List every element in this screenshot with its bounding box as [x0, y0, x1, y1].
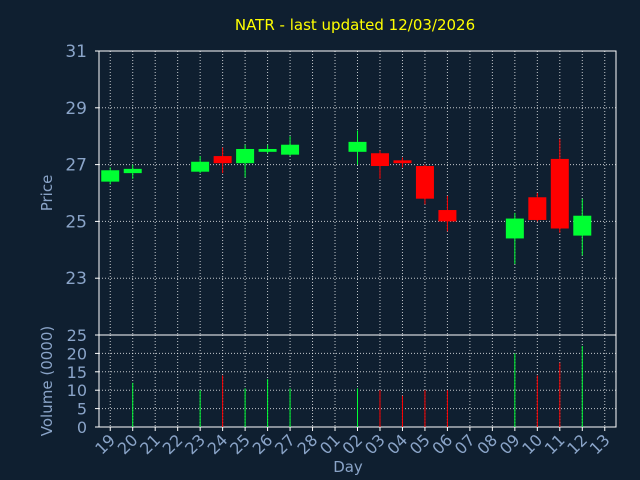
- candle-body: [191, 161, 210, 172]
- price-y-ticks: 31 29 27 25 23: [65, 42, 99, 289]
- candle-body: [236, 148, 255, 164]
- candle-09: [505, 212, 524, 264]
- candle-body: [370, 153, 389, 167]
- candle-02: [348, 130, 367, 165]
- x-axis-label: Day: [333, 458, 363, 476]
- volume-tick-label: 20: [67, 344, 87, 363]
- candle-19: [101, 167, 120, 185]
- candle-25: [236, 144, 255, 178]
- candle-body: [393, 160, 412, 164]
- volume-axis-label: Volume (0000): [38, 326, 56, 436]
- candle-body: [348, 141, 367, 152]
- candle-body: [281, 144, 300, 155]
- price-tick-label: 29: [65, 99, 87, 119]
- candle-body: [213, 156, 232, 164]
- price-panel: 31 29 27 25 23 Price: [38, 42, 617, 336]
- volume-bars: [132, 346, 583, 427]
- candle-05: [415, 164, 434, 205]
- candle-11: [550, 139, 569, 233]
- candle-24: [213, 147, 232, 174]
- price-tick-label: 31: [65, 42, 87, 62]
- volume-tick-label: 0: [77, 418, 87, 437]
- price-tick-label: 27: [65, 156, 87, 176]
- candle-body: [258, 148, 277, 152]
- candles: [101, 130, 592, 264]
- candle-03: [370, 150, 389, 179]
- candle-body: [101, 170, 120, 182]
- x-tick-labels: 1920212223242526272801020304050607080910…: [91, 427, 614, 458]
- volume-tick-label: 5: [77, 400, 87, 419]
- candle-body: [123, 168, 142, 174]
- candle-body: [573, 215, 592, 236]
- candle-20: [123, 164, 142, 179]
- candle-body: [550, 158, 569, 229]
- candle-26: [258, 144, 277, 154]
- chart-title: NATR - last updated 12/03/2026: [235, 16, 475, 34]
- volume-tick-label: 10: [67, 381, 87, 400]
- price-tick-label: 23: [65, 269, 87, 289]
- candle-body: [415, 166, 434, 199]
- candle-body: [505, 218, 524, 239]
- candle-body: [438, 210, 457, 222]
- volume-tick-label: 25: [67, 326, 87, 345]
- candle-06: [438, 195, 457, 232]
- price-axis-label: Price: [38, 175, 56, 212]
- candle-27: [281, 136, 300, 157]
- candle-04: [393, 157, 412, 168]
- candle-23: [191, 156, 210, 174]
- candle-10: [528, 193, 547, 222]
- price-tick-label: 25: [65, 212, 87, 232]
- volume-tick-label: 15: [67, 363, 87, 382]
- candle-body: [528, 197, 547, 220]
- x-tick-label: 13: [586, 430, 614, 458]
- candle-12: [573, 198, 592, 256]
